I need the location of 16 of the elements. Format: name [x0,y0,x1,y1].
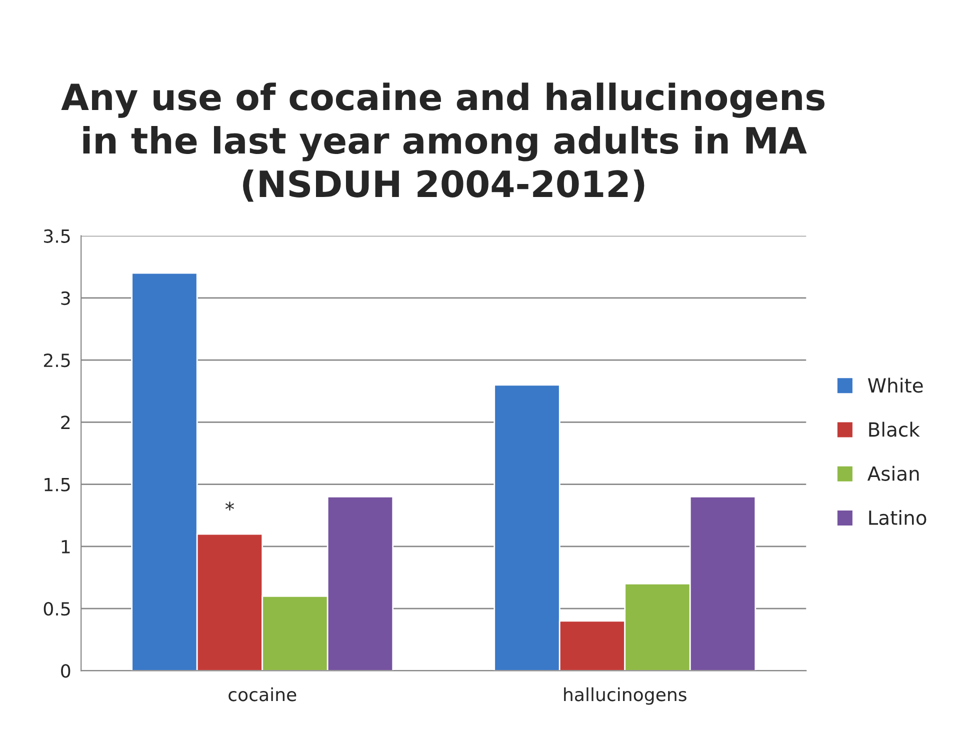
legend-label: Asian [867,466,919,481]
y-tick-label: 2 [61,416,70,430]
y-tick-label: 1 [62,540,70,554]
x-tick-label: hallucinogens [564,687,686,705]
y-tick-label: 0 [61,664,70,678]
legend-label: White [868,378,923,393]
chart-title: Any use of cocaine and hallucinogens in the last year among adults in MA (NSDUH 2004-2012) [61,82,824,202]
legend-label: Latino [869,510,926,526]
y-tick-label: 2.5 [44,354,70,368]
y-tick-label: 0.5 [44,602,70,616]
x-tick-label: cocaine [228,687,296,702]
y-tick-label: 3.5 [44,229,70,243]
annotation: * [225,502,234,511]
y-tick-label: 3 [61,291,70,306]
y-tick-label: 1.5 [44,478,70,492]
legend-label: Black [869,422,920,437]
